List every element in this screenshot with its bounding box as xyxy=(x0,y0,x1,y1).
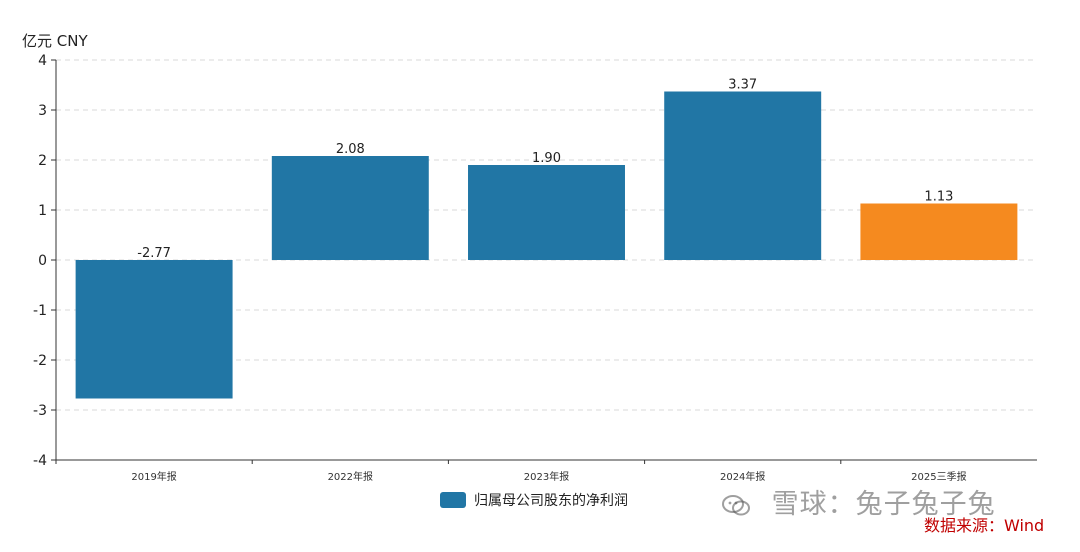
y-tick-label: 3 xyxy=(38,103,47,119)
bar xyxy=(271,156,429,260)
x-tick-label: 2024年报 xyxy=(720,470,765,483)
bar xyxy=(664,91,822,260)
data-label: 1.90 xyxy=(532,151,561,166)
bar xyxy=(75,260,233,399)
bar xyxy=(860,203,1018,260)
y-tick-label: 0 xyxy=(38,253,47,269)
x-tick-label: 2025三季报 xyxy=(911,470,966,483)
y-tick-label: 4 xyxy=(38,53,47,69)
wechat-icon xyxy=(722,494,750,515)
y-tick-label: 1 xyxy=(38,203,47,219)
y-tick-label: -2 xyxy=(33,353,47,369)
bar xyxy=(468,165,625,260)
y-axis-unit-label: 亿元 CNY xyxy=(22,32,88,50)
data-label: 2.08 xyxy=(336,142,365,157)
data-label: 1.13 xyxy=(924,190,953,205)
watermark-text: 雪球：兔子兔子兔 xyxy=(771,489,996,520)
data-source: 数据来源：Wind xyxy=(924,516,1045,535)
y-tick-label: -4 xyxy=(33,453,47,469)
watermark: 雪球：兔子兔子兔 xyxy=(722,482,996,521)
y-tick-label: -3 xyxy=(33,403,47,419)
legend-swatch xyxy=(440,492,466,508)
y-tick-label: -1 xyxy=(33,303,47,319)
x-tick-label: 2019年报 xyxy=(131,470,176,483)
legend: 归属母公司股东的净利润 xyxy=(440,490,628,510)
x-tick-label: 2023年报 xyxy=(524,470,569,483)
x-tick-label: 2022年报 xyxy=(328,470,373,483)
legend-label: 归属母公司股东的净利润 xyxy=(474,493,628,509)
data-label: 3.37 xyxy=(728,78,757,93)
y-tick-label: 2 xyxy=(38,153,47,169)
data-label: -2.77 xyxy=(137,246,171,261)
